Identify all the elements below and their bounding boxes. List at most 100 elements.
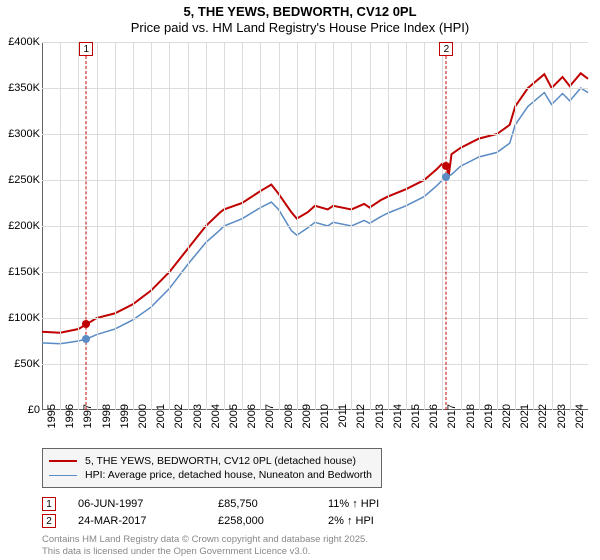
sales-delta: 2% ↑ HPI — [328, 515, 374, 527]
x-tick-label: 2021 — [519, 404, 531, 428]
x-tick-label: 1995 — [46, 404, 58, 428]
gridline-v — [78, 42, 79, 410]
gridline-v — [351, 42, 352, 410]
title-block: 5, THE YEWS, BEDWORTH, CV12 0PL Price pa… — [0, 0, 600, 35]
x-tick-label: 2017 — [446, 404, 458, 428]
x-tick-label: 2024 — [574, 404, 586, 428]
x-tick-label: 1999 — [119, 404, 131, 428]
gridline-v — [515, 42, 516, 410]
x-tick-label: 2007 — [264, 404, 276, 428]
x-tick-label: 1997 — [82, 404, 94, 428]
chart-container: 5, THE YEWS, BEDWORTH, CV12 0PL Price pa… — [0, 0, 600, 560]
footnote-line-1: Contains HM Land Registry data © Crown c… — [42, 534, 368, 546]
x-tick-label: 2006 — [246, 404, 258, 428]
gridline-v — [297, 42, 298, 410]
y-tick-label: £150K — [0, 266, 40, 278]
x-tick-label: 2022 — [537, 404, 549, 428]
chart-title: 5, THE YEWS, BEDWORTH, CV12 0PL — [0, 4, 600, 19]
y-tick-label: £250K — [0, 174, 40, 186]
legend-label-blue: HPI: Average price, detached house, Nune… — [85, 469, 372, 481]
annotation-line — [86, 56, 87, 410]
sales-marker: 2 — [42, 514, 56, 528]
annotation-dot-red — [82, 320, 90, 328]
x-tick-label: 2011 — [337, 404, 349, 428]
legend: 5, THE YEWS, BEDWORTH, CV12 0PL (detache… — [42, 448, 382, 488]
gridline-v — [206, 42, 207, 410]
x-tick-label: 2023 — [556, 404, 568, 428]
annotation-dot-red — [442, 162, 450, 170]
sales-marker: 1 — [42, 497, 56, 511]
annotation-dot-blue — [82, 335, 90, 343]
gridline-v — [188, 42, 189, 410]
gridline-v — [570, 42, 571, 410]
x-tick-label: 2005 — [228, 404, 240, 428]
x-tick-label: 2008 — [283, 404, 295, 428]
annotation-dot-blue — [442, 173, 450, 181]
y-tick-label: £300K — [0, 128, 40, 140]
legend-row-red: 5, THE YEWS, BEDWORTH, CV12 0PL (detache… — [49, 455, 375, 467]
annotation-marker: 2 — [439, 42, 453, 56]
x-tick-label: 2004 — [210, 404, 222, 428]
legend-swatch-blue — [49, 475, 77, 476]
legend-label-red: 5, THE YEWS, BEDWORTH, CV12 0PL (detache… — [85, 455, 356, 467]
gridline-v — [60, 42, 61, 410]
gridline-v — [406, 42, 407, 410]
plot-area: £0£50K£100K£150K£200K£250K£300K£350K£400… — [42, 42, 588, 410]
annotation-line — [446, 56, 447, 410]
sales-date: 24-MAR-2017 — [78, 515, 218, 527]
x-tick-label: 1996 — [64, 404, 76, 428]
x-tick-label: 1998 — [101, 404, 113, 428]
gridline-v — [133, 42, 134, 410]
gridline-v — [242, 42, 243, 410]
gridline-v — [151, 42, 152, 410]
gridline-v — [552, 42, 553, 410]
sales-row: 1 06-JUN-1997£85,75011% ↑ HPI — [42, 497, 379, 511]
x-tick-label: 2016 — [428, 404, 440, 428]
sales-price: £258,000 — [218, 515, 328, 527]
gridline-v — [97, 42, 98, 410]
gridline-v — [169, 42, 170, 410]
legend-row-blue: HPI: Average price, detached house, Nune… — [49, 469, 375, 481]
gridline-v — [315, 42, 316, 410]
gridline-v — [497, 42, 498, 410]
gridline-v — [333, 42, 334, 410]
sales-date: 06-JUN-1997 — [78, 498, 218, 510]
gridline-v — [224, 42, 225, 410]
gridline-v — [442, 42, 443, 410]
x-tick-label: 2002 — [173, 404, 185, 428]
y-tick-label: £400K — [0, 36, 40, 48]
x-tick-label: 2015 — [410, 404, 422, 428]
x-tick-label: 2000 — [137, 404, 149, 428]
gridline-v — [260, 42, 261, 410]
sales-price: £85,750 — [218, 498, 328, 510]
x-tick-label: 2001 — [155, 404, 167, 428]
footnote: Contains HM Land Registry data © Crown c… — [42, 534, 368, 558]
gridline-v — [388, 42, 389, 410]
x-tick-label: 2010 — [319, 404, 331, 428]
gridline-v — [533, 42, 534, 410]
annotation-marker: 1 — [79, 42, 93, 56]
x-tick-label: 2013 — [374, 404, 386, 428]
gridline-v — [424, 42, 425, 410]
x-tick-label: 2020 — [501, 404, 513, 428]
legend-swatch-red — [49, 460, 77, 462]
sales-table: 1 06-JUN-1997£85,75011% ↑ HPI 2 24-MAR-2017… — [42, 494, 379, 531]
gridline-v — [370, 42, 371, 410]
y-tick-label: £0 — [0, 404, 40, 416]
x-tick-label: 2018 — [465, 404, 477, 428]
y-tick-label: £50K — [0, 358, 40, 370]
gridline-v — [115, 42, 116, 410]
y-tick-label: £100K — [0, 312, 40, 324]
y-tick-label: £350K — [0, 82, 40, 94]
x-tick-label: 2009 — [301, 404, 313, 428]
footnote-line-2: This data is licensed under the Open Gov… — [42, 546, 368, 558]
sales-delta: 11% ↑ HPI — [328, 498, 379, 510]
x-tick-label: 2014 — [392, 404, 404, 428]
x-tick-label: 2003 — [192, 404, 204, 428]
chart-subtitle: Price paid vs. HM Land Registry's House … — [0, 20, 600, 35]
y-tick-label: £200K — [0, 220, 40, 232]
gridline-v — [479, 42, 480, 410]
x-tick-label: 2012 — [355, 404, 367, 428]
x-tick-label: 2019 — [483, 404, 495, 428]
gridline-v — [279, 42, 280, 410]
